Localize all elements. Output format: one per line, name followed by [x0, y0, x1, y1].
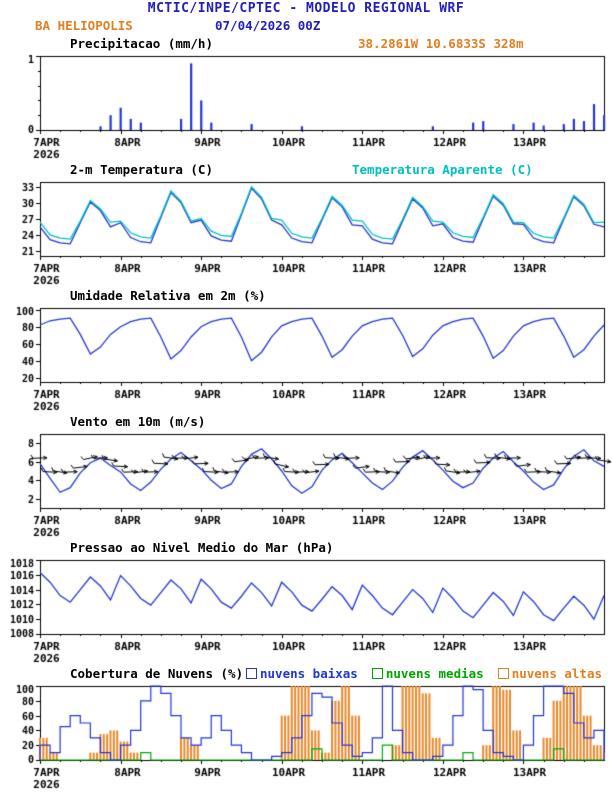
- panel-humidity: Umidade Relativa em 2m (%): [0, 288, 612, 414]
- report-subheader: BA HELIOPOLIS 07/04/2026 00Z: [0, 18, 612, 36]
- legend-label-nuvens-baixas: nuvens baixas: [260, 666, 358, 681]
- temperature-chart: [0, 178, 612, 288]
- panel-humidity-titlebar: Umidade Relativa em 2m (%): [0, 288, 612, 304]
- station-coordinates: 38.2861W 10.6833S 328m: [358, 36, 524, 51]
- run-datetime: 07/04/2026 00Z: [215, 18, 321, 33]
- panel-cloud-cover: Cobertura de Nuvens (%) nuvens baixas nu…: [0, 666, 612, 792]
- panel-wind-titlebar: Vento em 10m (m/s): [0, 414, 612, 430]
- legend-item-nuvens-medias: nuvens medias: [371, 666, 484, 681]
- panel-cloud-titlebar: Cobertura de Nuvens (%) nuvens baixas nu…: [0, 666, 612, 682]
- legend-item-nuvens-altas: nuvens altas: [497, 666, 602, 681]
- legend-box-nuvens-baixas-icon: [246, 668, 257, 679]
- panel-title-wind: Vento em 10m (m/s): [70, 414, 206, 429]
- cloud-cover-chart: [0, 682, 612, 792]
- legend-label-nuvens-altas: nuvens altas: [511, 666, 602, 681]
- legend-box-nuvens-altas-icon: [497, 668, 509, 679]
- panel-title-precipitation: Precipitacao (mm/h): [70, 36, 213, 51]
- panel-temperature: 2-m Temperatura (C) Temperatura Aparente…: [0, 162, 612, 288]
- panel-title-pressure: Pressao ao Nivel Medio do Mar (hPa): [70, 540, 334, 555]
- panel-title-humidity: Umidade Relativa em 2m (%): [70, 288, 266, 303]
- station-name: BA HELIOPOLIS: [35, 18, 133, 33]
- legend-box-nuvens-medias-icon: [371, 668, 383, 679]
- panel-precipitation-titlebar: Precipitacao (mm/h) 38.2861W 10.6833S 32…: [0, 36, 612, 52]
- cloud-legend: nuvens baixas nuvens medias nuvens altas: [246, 666, 602, 681]
- panel-pressure: Pressao ao Nivel Medio do Mar (hPa): [0, 540, 612, 666]
- wind-chart: [0, 430, 612, 540]
- precipitation-chart: [0, 52, 612, 162]
- panel-pressure-titlebar: Pressao ao Nivel Medio do Mar (hPa): [0, 540, 612, 556]
- panel-temperature-titlebar: 2-m Temperatura (C) Temperatura Aparente…: [0, 162, 612, 178]
- pressure-chart: [0, 556, 612, 666]
- legend-label-nuvens-medias: nuvens medias: [385, 666, 484, 681]
- panel-title-cloud-cover: Cobertura de Nuvens (%): [70, 666, 244, 681]
- legend-item-nuvens-baixas: nuvens baixas: [246, 666, 358, 681]
- humidity-chart: [0, 304, 612, 414]
- panel-wind: Vento em 10m (m/s): [0, 414, 612, 540]
- report-title: MCTIC/INPE/CPTEC - MODELO REGIONAL WRF: [147, 1, 465, 16]
- panel-precipitation: Precipitacao (mm/h) 38.2861W 10.6833S 32…: [0, 36, 612, 162]
- panel-title-temperature: 2-m Temperatura (C): [70, 162, 213, 177]
- apparent-temp-label: Temperatura Aparente (C): [352, 162, 533, 177]
